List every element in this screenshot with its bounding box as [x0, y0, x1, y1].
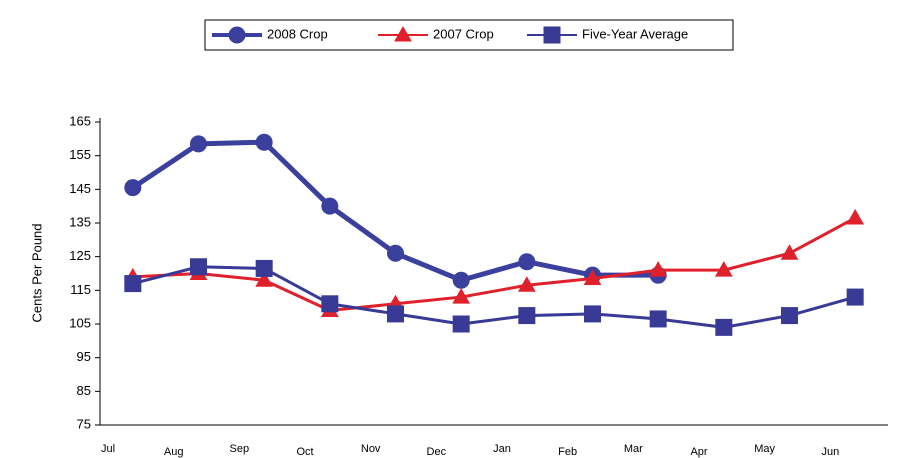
y-tick-label: 155	[69, 147, 91, 162]
x-tick-label: Jan	[493, 443, 511, 455]
point	[781, 307, 798, 325]
point	[190, 135, 207, 153]
x-tick-label: Sep	[230, 443, 250, 455]
point	[714, 261, 733, 277]
point	[124, 275, 142, 293]
point	[452, 271, 470, 289]
legend-label: Five-Year Average	[582, 26, 688, 41]
point	[190, 258, 207, 276]
point	[649, 310, 667, 328]
point	[518, 307, 536, 325]
series-line	[132, 265, 856, 329]
point	[649, 261, 668, 277]
point	[255, 271, 274, 287]
legend-box	[204, 19, 734, 51]
y-tick-label: 85	[77, 383, 91, 398]
y-tick-label: 165	[69, 113, 91, 128]
y-tick-label: 125	[69, 248, 91, 263]
y-tick-label: 75	[77, 416, 91, 431]
point	[518, 253, 536, 271]
x-tick-label: Apr	[690, 446, 707, 458]
y-tick-label: 105	[69, 315, 91, 330]
x-tick-label: Jun	[821, 446, 839, 458]
y-tick-label: 145	[69, 181, 91, 196]
y-tick-label: 115	[70, 282, 91, 297]
x-tick-label: Dec	[427, 446, 447, 458]
x-tick-label: Aug	[164, 446, 184, 458]
point	[387, 305, 404, 323]
point	[124, 179, 142, 197]
y-tick-label: 135	[69, 214, 91, 229]
x-tick-label: Oct	[296, 446, 313, 458]
x-tick-label: Mar	[624, 443, 643, 455]
legend-label: 2007 Crop	[433, 26, 494, 41]
point	[584, 305, 601, 323]
point	[517, 276, 536, 292]
x-tick-label: Jul	[101, 443, 115, 455]
legend-marker	[228, 26, 246, 44]
point	[255, 133, 273, 151]
x-tick-label: May	[754, 443, 775, 455]
point	[846, 208, 865, 225]
point	[715, 318, 733, 336]
point	[846, 288, 864, 306]
point	[452, 315, 470, 333]
legend-marker	[394, 25, 412, 42]
legend-marker	[543, 26, 561, 44]
point	[780, 244, 799, 260]
y-tick-label: 95	[77, 349, 91, 364]
x-tick-label: Feb	[558, 446, 577, 458]
point	[583, 269, 602, 286]
point	[387, 244, 404, 262]
legend-label: 2008 Crop	[267, 26, 328, 41]
point	[321, 197, 339, 215]
series-line	[132, 216, 856, 313]
y-axis-label: Cents Per Pound	[29, 223, 44, 322]
x-tick-label: Nov	[361, 443, 381, 455]
point	[452, 288, 471, 304]
point	[255, 259, 273, 277]
point	[321, 295, 339, 313]
